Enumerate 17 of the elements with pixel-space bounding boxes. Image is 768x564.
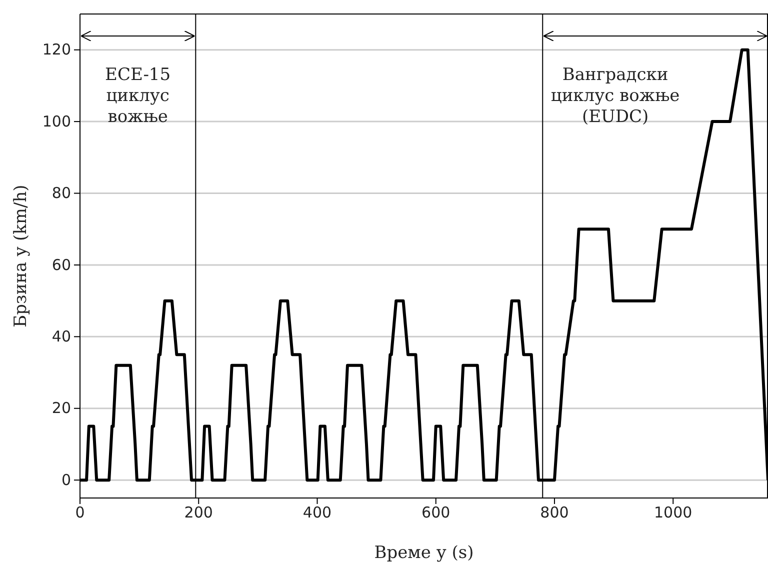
y-tick-label: 120	[42, 40, 71, 59]
y-tick-label: 60	[52, 256, 71, 274]
y-tick-label: 80	[52, 184, 71, 202]
y-tick-label: 20	[52, 399, 71, 418]
x-tick-label: 600	[422, 504, 450, 522]
x-tick-label: 0	[75, 504, 85, 522]
x-tick-label: 1000	[654, 504, 692, 522]
y-tick-label: 40	[52, 327, 71, 346]
annotation: Ванградски циклус вожње (EUDC)	[550, 65, 680, 127]
x-axis-title: Време у (s)	[374, 543, 474, 563]
y-tick-label: 0	[61, 470, 71, 489]
y-axis-title: Брзина у (km/h)	[11, 184, 31, 328]
y-tick-label: 100	[42, 112, 71, 130]
x-tick-label: 200	[184, 504, 213, 522]
x-tick-label: 800	[540, 504, 569, 522]
x-tick-label: 400	[302, 504, 332, 522]
annotation: ECE-15 циклус вожње	[105, 65, 171, 127]
